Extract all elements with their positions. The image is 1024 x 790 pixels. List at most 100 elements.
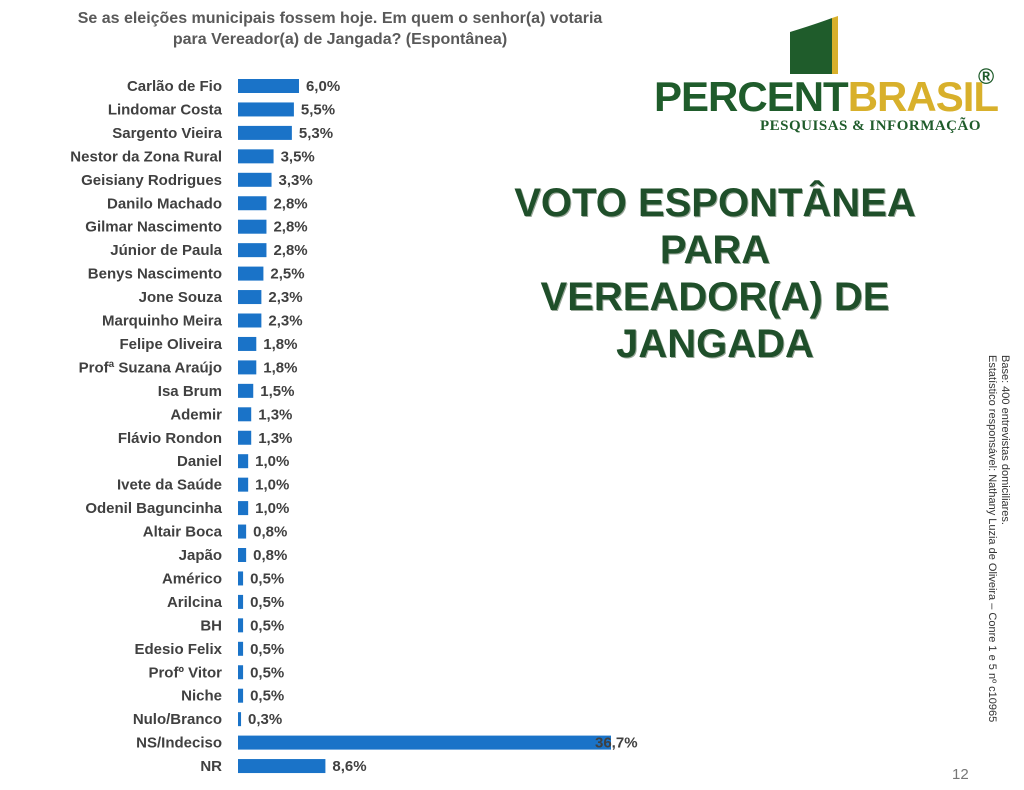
bar: [238, 665, 244, 680]
value-label: 5,5%: [301, 101, 335, 118]
category-label: Américo: [162, 570, 222, 587]
bar: [238, 735, 611, 750]
value-label: 1,0%: [255, 477, 289, 494]
value-label: 36,7%: [595, 735, 638, 752]
category-label: Altair Boca: [143, 524, 223, 541]
logo-flag-icon: [790, 16, 838, 74]
category-label: Japão: [179, 547, 222, 564]
bar: [238, 149, 274, 164]
bar: [238, 79, 299, 93]
bar: [238, 618, 244, 633]
value-label: 2,3%: [268, 313, 302, 330]
bar: [238, 477, 249, 492]
value-label: 1,5%: [260, 383, 294, 400]
value-label: 0,3%: [248, 711, 282, 728]
category-label: Gilmar Nascimento: [85, 219, 222, 236]
bar: [238, 548, 247, 562]
bar-chart: Carlão de Fio 6,0% Lindomar Costa 5,5% Sarge…: [70, 78, 638, 775]
bar: [238, 290, 262, 305]
value-label: 0,5%: [250, 688, 284, 705]
value-label: 1,0%: [255, 453, 289, 470]
value-label: 0,5%: [250, 570, 284, 587]
chart-question: Se as eleições municipais fossem hoje. E…: [60, 8, 620, 50]
question-line-2: para Vereador(a) de Jangada? (Espontânea…: [172, 31, 508, 48]
logo-word-brasil: BRASIL: [847, 73, 999, 120]
headline-line-1: VOTO ESPONTÂNEA PARA: [514, 181, 916, 272]
value-label: 0,8%: [253, 524, 287, 541]
bar: [238, 688, 244, 703]
bar: [238, 524, 247, 539]
category-label: Edesio Felix: [134, 641, 222, 658]
value-label: 0,5%: [250, 594, 284, 611]
category-label: NR: [200, 758, 222, 775]
bar: [238, 196, 267, 211]
category-label: NS/Indeciso: [136, 735, 222, 752]
bar: [238, 594, 244, 609]
value-label: 0,5%: [250, 641, 284, 658]
bar: [238, 243, 267, 258]
category-label: Danilo Machado: [107, 195, 222, 212]
category-label: Lindomar Costa: [108, 101, 223, 118]
bar: [238, 430, 252, 445]
question-line-1: Se as eleições municipais fossem hoje. E…: [77, 10, 603, 27]
headline-line-2: VEREADOR(A) DE JANGADA: [540, 275, 890, 366]
category-label: Geisiany Rodrigues: [81, 172, 222, 189]
bar: [238, 407, 252, 422]
bar: [238, 759, 326, 774]
percentbrasil-logo: PERCENTBRASIL ® PESQUISAS & INFORMAÇÃO: [648, 12, 1008, 142]
category-label: Júnior de Paula: [110, 242, 222, 259]
bar: [238, 125, 292, 140]
category-label: Odenil Baguncinha: [85, 500, 222, 517]
category-label: Arilcina: [167, 594, 223, 611]
bar: [238, 501, 249, 516]
bar: [238, 360, 257, 375]
category-label: Felipe Oliveira: [119, 336, 222, 353]
category-label: Ademir: [170, 406, 222, 423]
value-label: 8,6%: [332, 758, 366, 775]
value-label: 5,3%: [299, 125, 333, 142]
category-label: Nestor da Zona Rural: [70, 148, 222, 165]
category-label: Profª Suzana Araújo: [79, 359, 222, 376]
value-label: 1,3%: [258, 430, 292, 447]
category-label: Niche: [181, 688, 222, 705]
value-label: 2,8%: [273, 195, 307, 212]
category-label: Nulo/Branco: [133, 711, 222, 728]
bar: [238, 266, 264, 281]
category-label: Jone Souza: [139, 289, 223, 306]
bar: [238, 313, 262, 328]
value-label: 0,8%: [253, 547, 287, 564]
value-label: 0,5%: [250, 617, 284, 634]
value-label: 2,5%: [270, 266, 304, 283]
value-label: 3,3%: [279, 172, 313, 189]
slide-headline: VOTO ESPONTÂNEA PARA VEREADOR(A) DE JANG…: [455, 180, 975, 368]
methodology-note: Base: 400 entrevistas domiciliares. Esta…: [985, 355, 1011, 722]
category-label: Carlão de Fio: [127, 78, 222, 95]
bar: [238, 571, 244, 586]
category-label: Marquinho Meira: [102, 313, 223, 330]
category-label: Isa Brum: [158, 383, 222, 400]
logo-tagline: PESQUISAS & INFORMAÇÃO: [760, 118, 982, 134]
bar: [238, 383, 254, 398]
logo-word-percent: PERCENT: [654, 73, 849, 120]
value-label: 2,3%: [268, 289, 302, 306]
category-label: Flávio Rondon: [118, 430, 222, 447]
bar: [238, 336, 257, 351]
bar: [238, 454, 249, 469]
category-label: Profº Vitor: [148, 664, 222, 681]
value-label: 1,0%: [255, 500, 289, 517]
value-label: 0,5%: [250, 664, 284, 681]
note-line-2: Estatístico responsável: Nathany Luzia d…: [986, 355, 998, 723]
bar: [238, 712, 242, 727]
category-label: Daniel: [177, 453, 222, 470]
bar: [238, 172, 272, 187]
note-line-1: Base: 400 entrevistas domiciliares.: [999, 355, 1011, 525]
bar: [238, 102, 294, 117]
value-label: 3,5%: [281, 148, 315, 165]
value-label: 1,3%: [258, 406, 292, 423]
category-label: Sargento Vieira: [112, 125, 222, 142]
category-label: Ivete da Saúde: [117, 477, 222, 494]
category-label: Benys Nascimento: [88, 266, 222, 283]
value-label: 2,8%: [273, 219, 307, 236]
value-label: 2,8%: [273, 242, 307, 259]
value-label: 1,8%: [263, 359, 297, 376]
